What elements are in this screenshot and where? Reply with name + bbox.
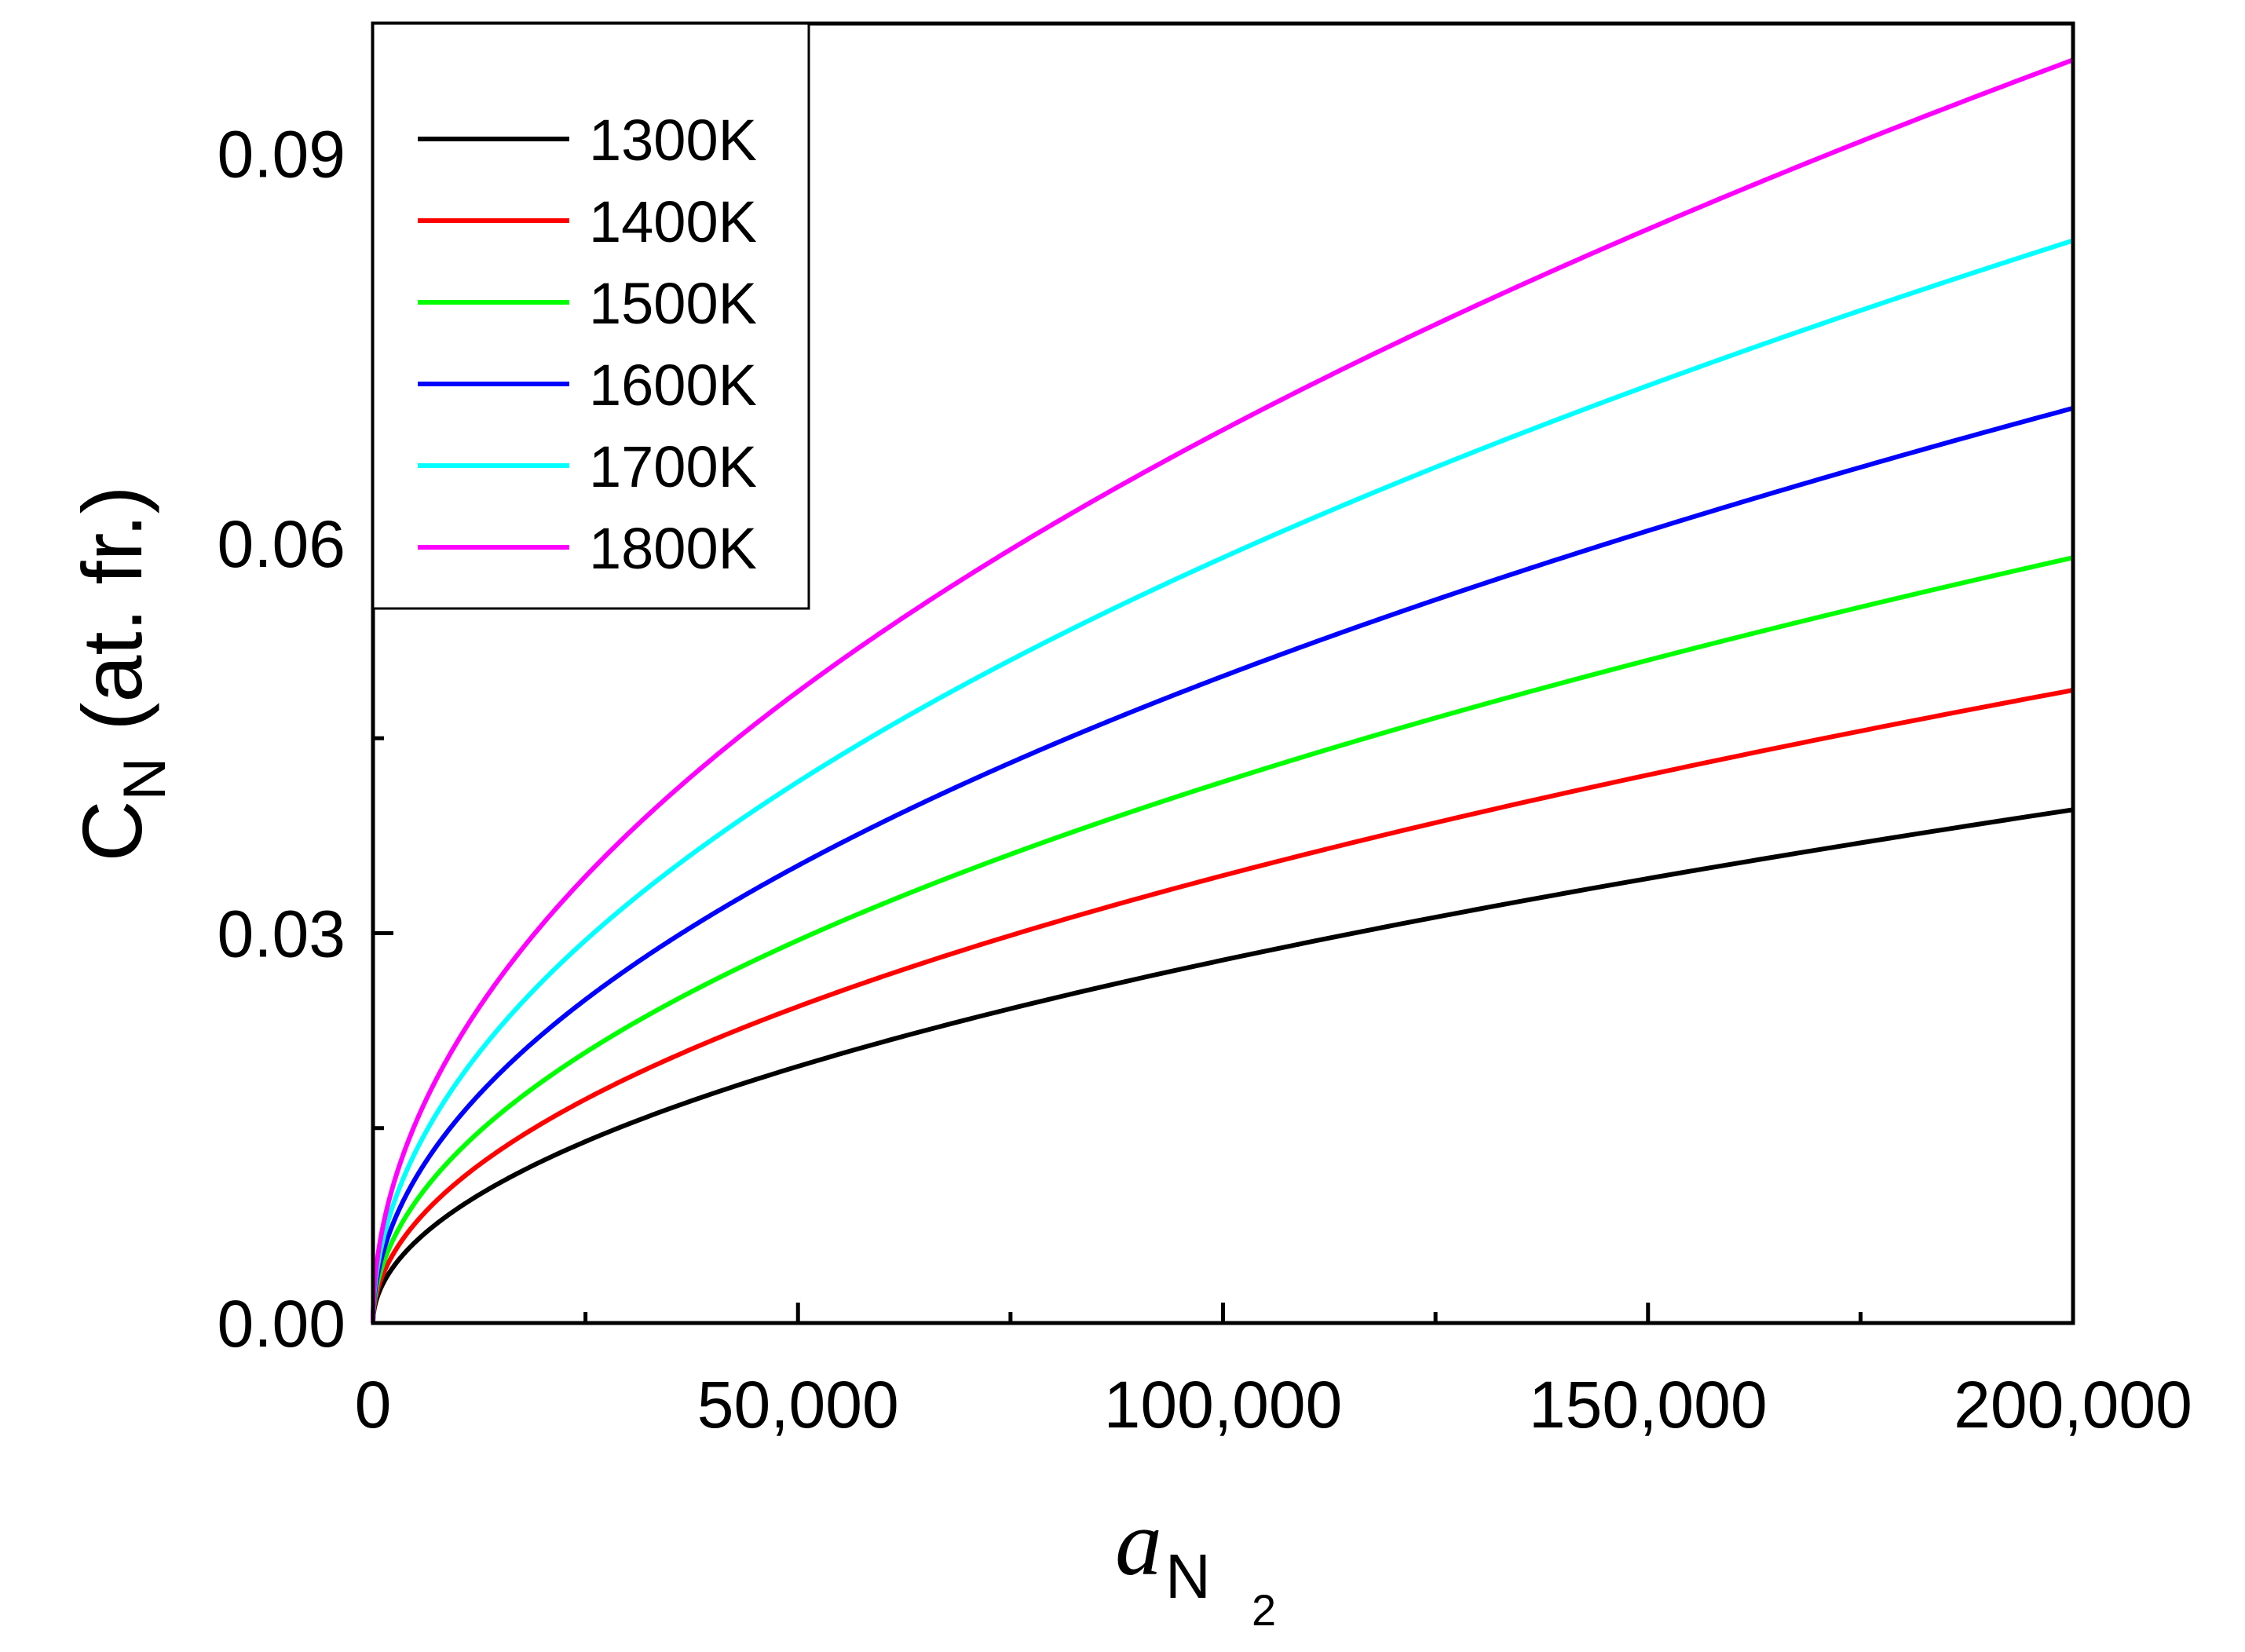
series-line-1400K bbox=[371, 688, 2074, 1324]
x-tick-label: 50,000 bbox=[697, 1368, 899, 1442]
series-line-1800K bbox=[371, 57, 2075, 1324]
series-line-1300K bbox=[371, 807, 2074, 1324]
legend-label: 1600K bbox=[589, 353, 757, 418]
x-axis-title-subsubscript: 2 bbox=[1252, 1585, 1276, 1635]
legend-items: 1300K 1400K 1500K 1600K 1700K 1800K bbox=[418, 108, 757, 581]
x-axis-title: a N 2 bbox=[1115, 1490, 1276, 1635]
legend-label: 1700K bbox=[589, 434, 757, 499]
legend-item-1500K: 1500K bbox=[418, 271, 757, 336]
legend-item-1800K: 1800K bbox=[418, 516, 757, 581]
x-axis-title-symbol: a bbox=[1115, 1490, 1162, 1595]
legend-box bbox=[371, 22, 810, 610]
legend-label: 1800K bbox=[589, 516, 757, 581]
legend-label: 1500K bbox=[589, 271, 757, 336]
legend: 1300K 1400K 1500K 1600K 1700K 1800K bbox=[371, 22, 810, 610]
series-curves bbox=[371, 57, 2075, 1324]
x-axis-title-subscript: N bbox=[1165, 1541, 1211, 1611]
legend-label: 1400K bbox=[589, 189, 757, 254]
x-tick-label: 100,000 bbox=[1104, 1368, 1343, 1442]
y-axis-title: CN (at. fr.) bbox=[64, 486, 178, 862]
x-tick-label: 150,000 bbox=[1529, 1368, 1768, 1442]
axis-tick-labels: 0 50,000 100,000 150,000 200,000 0.00 0.03 0.06… bbox=[218, 118, 2192, 1442]
series-line-1600K bbox=[371, 405, 2074, 1324]
y-axis-title-symbol: C bbox=[64, 800, 159, 861]
y-tick-label: 0.00 bbox=[218, 1287, 346, 1361]
y-axis-title-unit: (at. fr.) bbox=[64, 486, 159, 731]
legend-item-1300K: 1300K bbox=[418, 108, 757, 173]
series-line-1500K bbox=[371, 555, 2074, 1324]
legend-label: 1300K bbox=[589, 108, 757, 173]
legend-item-1400K: 1400K bbox=[418, 189, 757, 254]
svg-text:CN(at. fr.): CN (at. fr.) bbox=[64, 486, 178, 862]
y-tick-label: 0.06 bbox=[218, 507, 346, 581]
y-tick-label: 0.03 bbox=[218, 897, 346, 971]
legend-item-1600K: 1600K bbox=[418, 353, 757, 418]
legend-item-1700K: 1700K bbox=[418, 434, 757, 499]
y-axis-title-subscript: N bbox=[112, 758, 178, 801]
y-tick-label: 0.09 bbox=[218, 118, 346, 192]
x-tick-label: 200,000 bbox=[1954, 1368, 2192, 1442]
x-tick-label: 0 bbox=[355, 1368, 392, 1442]
series-line-1700K bbox=[371, 238, 2074, 1324]
